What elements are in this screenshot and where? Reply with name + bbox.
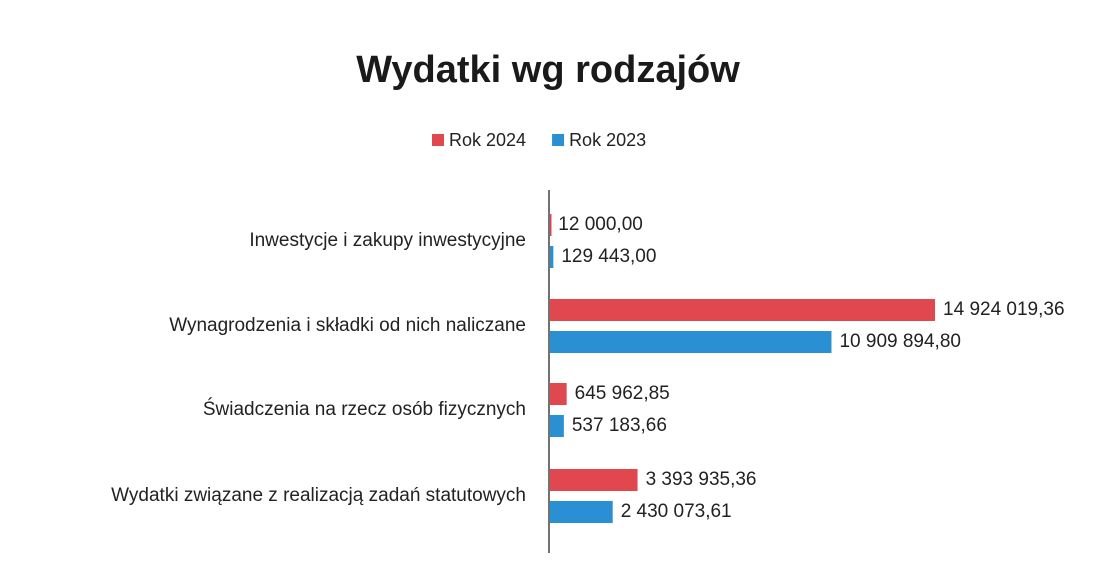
value-label: 2 430 073,61 — [621, 501, 732, 522]
value-label: 645 962,85 — [575, 383, 670, 404]
value-label: 537 183,66 — [572, 415, 667, 436]
bar — [550, 415, 564, 437]
category-label: Inwestycje i zakupy inwestycyjne — [249, 230, 526, 251]
legend-label: Rok 2024 — [449, 130, 526, 150]
legend-swatch — [552, 134, 565, 146]
bar — [550, 501, 613, 523]
category-label: Wynagrodzenia i składki od nich naliczan… — [169, 315, 526, 336]
value-label: 10 909 894,80 — [839, 331, 961, 352]
value-label: 3 393 935,36 — [646, 469, 757, 490]
bar — [550, 246, 554, 268]
bar — [550, 214, 552, 236]
bar — [550, 383, 567, 405]
legend-swatch — [432, 134, 444, 146]
chart-title: Wydatki wg rodzajów — [356, 49, 740, 91]
value-label: 14 924 019,36 — [943, 299, 1065, 320]
bar — [550, 331, 832, 353]
category-label: Wydatki związane z realizacją zadań stat… — [111, 485, 526, 506]
bar — [550, 469, 638, 491]
value-label: 12 000,00 — [558, 214, 643, 235]
bar — [550, 299, 936, 321]
value-label: 129 443,00 — [561, 246, 656, 267]
legend-label: Rok 2023 — [569, 130, 646, 150]
category-label: Świadczenia na rzecz osób fizycznych — [203, 398, 526, 420]
